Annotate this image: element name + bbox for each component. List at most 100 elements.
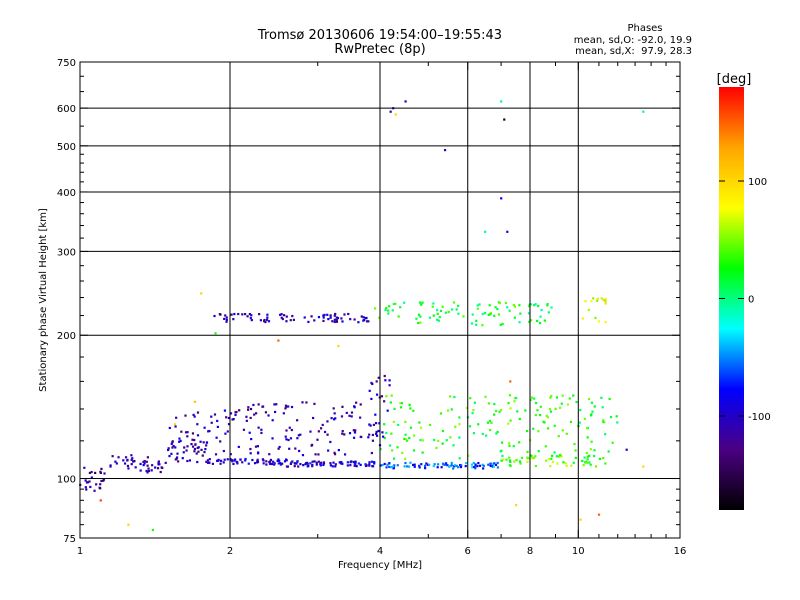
data-point [418, 464, 421, 467]
data-point [225, 318, 228, 321]
data-point [146, 471, 149, 474]
data-point [500, 459, 503, 462]
data-point [147, 467, 150, 470]
data-point [184, 414, 187, 417]
data-point [497, 313, 501, 316]
data-point [247, 462, 250, 465]
data-point [217, 459, 220, 462]
data-point [352, 429, 355, 432]
data-point [378, 316, 381, 319]
data-point [257, 426, 260, 429]
data-point [440, 466, 443, 469]
data-point [368, 389, 371, 392]
data-point [195, 452, 198, 455]
data-point [145, 460, 148, 463]
data-point [100, 479, 103, 483]
axis-ticks: 1 2 4 6 8 10 16 75 100 200 300 400 500 600 750 [57, 58, 686, 557]
data-point [289, 462, 292, 466]
data-point [231, 460, 234, 463]
data-point [536, 409, 539, 412]
data-point [470, 322, 474, 325]
data-point [247, 406, 250, 409]
data-point [406, 439, 409, 442]
data-point [280, 313, 283, 316]
data-point [373, 462, 376, 465]
data-point [340, 460, 343, 464]
data-point [385, 395, 388, 398]
data-point [383, 374, 386, 378]
data-point [94, 471, 97, 475]
data-point [224, 432, 227, 435]
data-point [500, 100, 503, 103]
data-point [312, 416, 315, 420]
data-point [111, 455, 114, 458]
data-point [476, 304, 479, 307]
data-point [337, 344, 340, 348]
x-tick-label: 1 [77, 546, 83, 557]
data-point [582, 463, 585, 467]
data-point [142, 460, 145, 464]
data-point [425, 462, 428, 465]
data-point [518, 417, 521, 421]
data-point [382, 435, 385, 438]
data-point [572, 394, 575, 397]
data-point [203, 450, 206, 454]
data-point [244, 457, 247, 461]
data-point [508, 309, 511, 312]
data-point [404, 420, 407, 423]
data-point [509, 460, 512, 463]
data-point [412, 409, 415, 412]
data-point [439, 412, 443, 415]
data-point [311, 465, 314, 468]
data-point [232, 418, 235, 421]
colorbar-label: [deg] [717, 72, 752, 87]
data-point [252, 403, 255, 407]
x-axis-label: Frequency [MHz] [338, 560, 422, 571]
data-point [223, 458, 226, 461]
data-point [260, 428, 263, 431]
data-point [533, 397, 536, 400]
data-point [326, 433, 329, 436]
data-point [437, 439, 440, 443]
data-point [341, 405, 344, 408]
data-point [271, 419, 274, 422]
data-point [260, 431, 263, 435]
data-point [405, 438, 408, 441]
data-point [381, 463, 384, 467]
data-point [545, 459, 548, 462]
data-point [399, 402, 402, 405]
data-point [513, 316, 516, 319]
data-point [302, 464, 305, 467]
data-point [537, 450, 540, 453]
data-point [329, 462, 332, 465]
data-point [519, 312, 522, 315]
data-point [317, 460, 320, 463]
data-point [399, 306, 402, 309]
data-point [484, 230, 487, 233]
data-point [604, 300, 607, 303]
data-point [555, 455, 558, 458]
data-point [445, 439, 448, 442]
data-point [550, 457, 553, 460]
data-point [233, 459, 236, 462]
data-point [438, 315, 441, 319]
data-point [340, 462, 343, 465]
data-point [472, 409, 475, 412]
data-point [234, 413, 237, 417]
data-point [441, 305, 444, 308]
data-point [284, 407, 287, 410]
data-point [481, 432, 484, 436]
data-point [263, 318, 266, 322]
data-point [343, 453, 347, 456]
y-tick-label: 750 [57, 58, 76, 69]
data-point [291, 314, 294, 318]
stats-line-x: mean, sd,X: 97.9, 28.3 [575, 46, 692, 57]
data-point [210, 415, 213, 418]
data-point [419, 439, 422, 442]
data-point [167, 448, 170, 452]
data-point [560, 455, 563, 458]
data-point [245, 415, 248, 418]
data-point [168, 426, 171, 430]
data-point [540, 308, 543, 312]
data-point [421, 451, 424, 454]
